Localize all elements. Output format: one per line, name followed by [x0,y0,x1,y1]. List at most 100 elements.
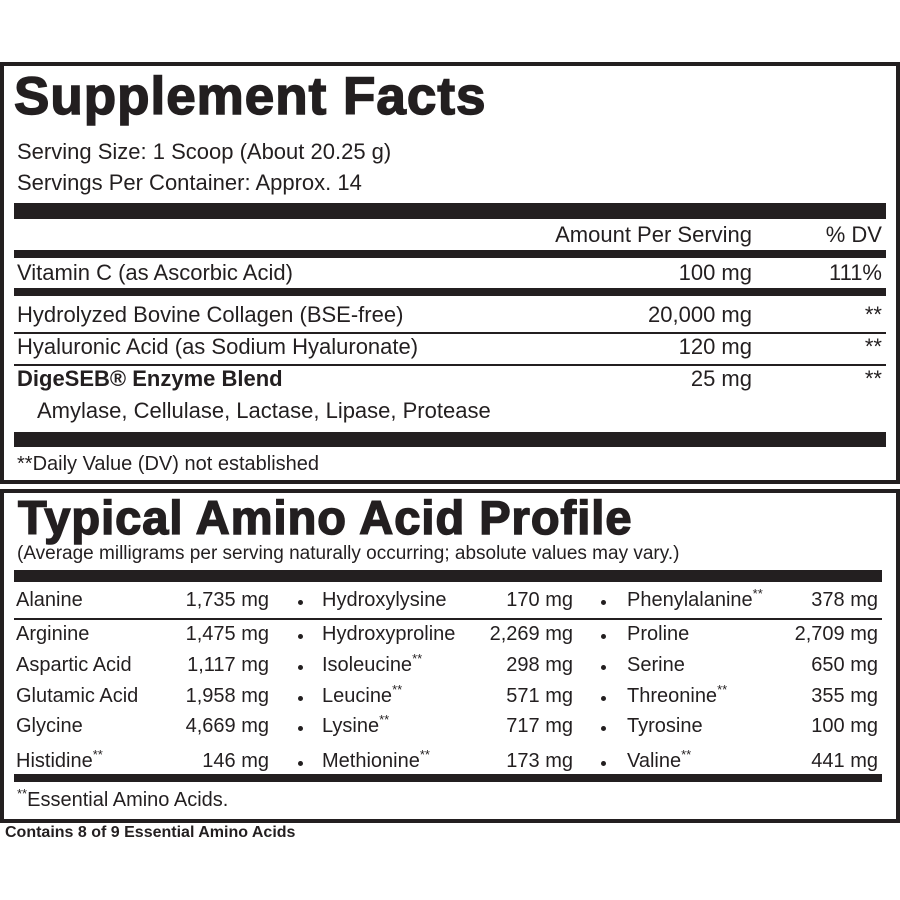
title: Supplement Facts [13,66,487,127]
amino-name-text: Hydroxyproline [322,623,456,645]
amino-name: Threonine** [627,682,728,708]
amino-name-text: Arginine [16,623,90,645]
nutrient-amount: 100 mg [678,260,752,285]
amino-name-text: Serine [627,654,685,676]
amino-name-text: Histidine [16,750,93,772]
amino-amount: 100 mg [811,715,878,737]
amino-amount: 2,709 mg [794,623,878,645]
amino-name: Proline [627,622,689,646]
amino-name-text: Methionine [322,750,420,772]
amino-amount: 378 mg [811,589,878,611]
amino-name-text: Hydroxylysine [322,589,447,611]
footnote-text: Essential Amino Acids. [27,789,229,811]
nutrient-name: Hyaluronic Acid (as Sodium Hyaluronate) [17,334,419,359]
amino-name: Aspartic Acid [16,653,132,677]
amino-name-text: Threonine [627,685,718,707]
amino-name: Isoleucine** [322,651,423,677]
essential-mark: ** [412,651,423,666]
row-line [14,618,882,620]
divider [14,203,886,219]
amino-amount: 571 mg [506,685,573,707]
amino-name-text: Glutamic Acid [16,685,139,707]
bullet [601,696,606,701]
amino-amount: 170 mg [506,589,573,611]
amino-name-text: Tyrosine [627,715,703,737]
amino-name: Valine** [627,747,692,773]
nutrient-dv: ** [864,302,882,327]
amino-name-text: Valine [627,750,682,772]
divider [14,774,882,782]
amino-amount: 1,475 mg [185,623,269,645]
ingredients: Amylase, Cellulase, Lactase, Lipase, Pro… [37,398,491,423]
bullet [601,634,606,639]
divider [14,570,882,582]
bullet [298,600,303,605]
essential-mark: ** [717,682,728,697]
essential-mark: ** [681,747,692,762]
amino-amount: 1,735 mg [185,589,269,611]
bullet [601,761,606,766]
amino-name-text: Glycine [16,715,83,737]
amino-name-text: Lysine [322,715,380,737]
amino-amount: 2,269 mg [489,623,573,645]
bullet [298,761,303,766]
essential-mark: ** [752,586,763,601]
amino-name: Serine [627,653,685,677]
dv-header: % DV [825,222,882,247]
row-line [14,364,886,366]
bullet [298,726,303,731]
row-line [14,332,886,334]
divider [14,250,886,258]
nutrient-name: Hydrolyzed Bovine Collagen (BSE-free) [17,302,404,327]
essential-mark: ** [379,712,390,727]
amino-name: Methionine** [322,747,430,773]
amino-name: Phenylalanine** [627,586,763,612]
amino-name: Hydroxylysine [322,588,446,612]
amino-amount: 441 mg [811,750,878,772]
amino-amount: 1,117 mg [187,654,269,676]
amino-amount: 4,669 mg [185,715,269,737]
amino-name-text: Isoleucine [322,654,413,676]
amino-name-text: Alanine [16,589,83,611]
amino-name: Hydroxyproline [322,622,455,646]
amino-amount: 146 mg [202,750,269,772]
nutrient-amount: 120 mg [678,334,752,359]
nutrient-amount: 20,000 mg [648,302,752,327]
servings-per-container: Servings Per Container: Approx. 14 [17,170,362,195]
bullet [601,665,606,670]
amino-name: Leucine** [322,682,403,708]
nutrient-amount: 25 mg [690,366,752,391]
amino-name-text: Leucine [322,685,393,707]
nutrient-dv: ** [864,366,882,391]
essential-mark: ** [419,747,430,762]
nutrient-dv: ** [864,334,882,359]
serving-size: Serving Size: 1 Scoop (About 20.25 g) [17,139,392,164]
amino-title: Typical Amino Acid Profile [17,490,633,545]
essential-mark: ** [92,747,103,762]
amino-name: Glutamic Acid [16,684,138,708]
amino-amount: 355 mg [811,685,878,707]
bullet [601,600,606,605]
amino-amount: 298 mg [506,654,573,676]
footnote-mark: ** [17,786,28,801]
nutrient-dv: 111% [828,260,882,285]
amino-name: Arginine [16,622,89,646]
amino-box [0,489,900,823]
amino-amount: 1,958 mg [185,685,269,707]
bullet [298,634,303,639]
amino-name: Alanine [16,588,83,612]
amino-subtitle: (Average milligrams per serving naturall… [17,543,680,564]
amino-amount: 650 mg [811,654,878,676]
amino-amount: 173 mg [506,750,573,772]
essential-mark: ** [392,682,403,697]
divider [14,432,886,447]
divider [14,288,886,296]
amino-name-text: Aspartic Acid [16,654,132,676]
nutrient-name: Vitamin C (as Ascorbic Acid) [17,260,293,285]
bullet [298,665,303,670]
bullet [298,696,303,701]
amino-name-text: Proline [627,623,690,645]
amino-name-text: Phenylalanine [627,589,753,611]
amino-name: Lysine** [322,712,390,738]
amino-amount: 717 mg [506,715,573,737]
